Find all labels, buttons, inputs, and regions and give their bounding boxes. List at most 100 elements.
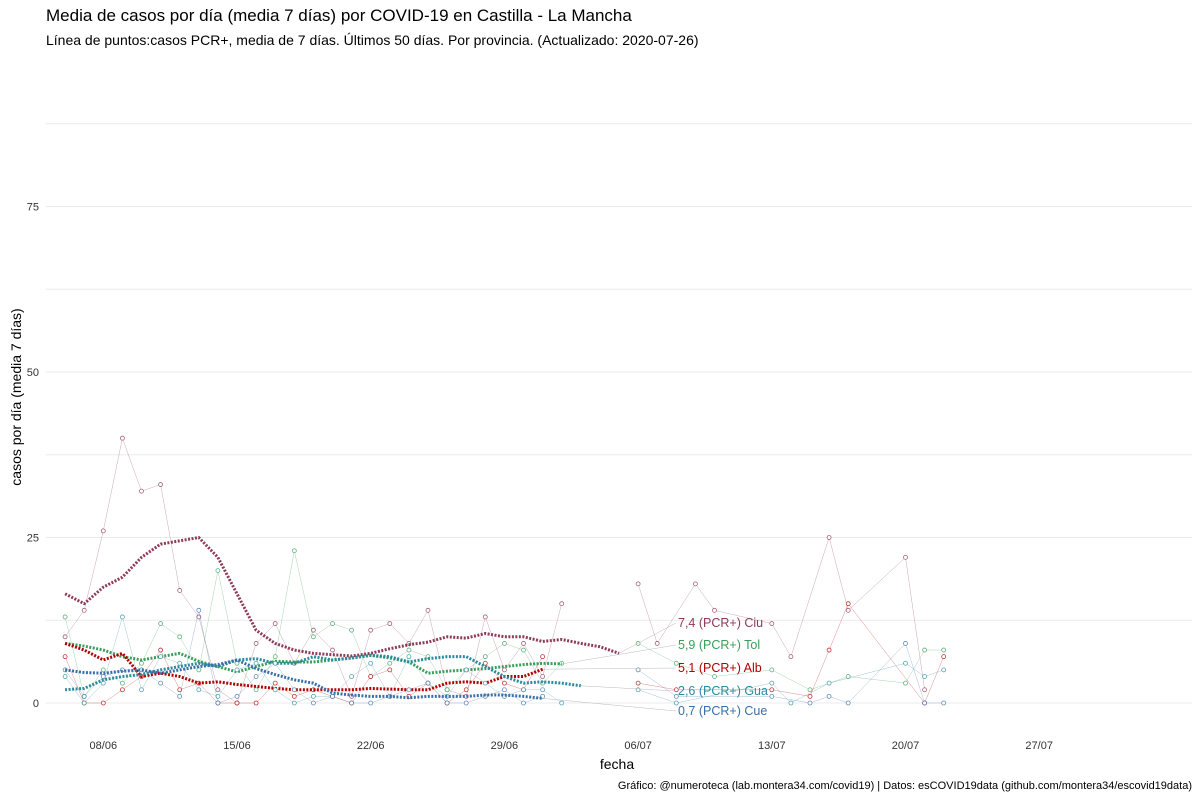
chart-title: Media de casos por día (media 7 días) po… (46, 6, 632, 25)
daily-point (177, 634, 183, 640)
daily-point (406, 687, 412, 693)
daily-point (368, 674, 374, 679)
daily-point (769, 680, 775, 686)
avg-line (64, 653, 582, 692)
daily-point (272, 687, 278, 693)
daily-point (81, 693, 87, 699)
daily-point (521, 641, 526, 646)
daily-point (158, 621, 164, 626)
daily-point (482, 614, 488, 620)
daily-point (540, 674, 545, 679)
end-labels: 7,4 (PCR+) Ciu 5,9 (PCR+) Tol 5,1 (PCR+) A… (542, 616, 768, 718)
daily-point (272, 621, 278, 626)
daily-point (368, 660, 374, 666)
x-axis-title: fecha (600, 756, 634, 772)
daily-point (310, 634, 316, 640)
daily-point (482, 660, 488, 666)
daily-point (253, 687, 259, 693)
daily-point (501, 641, 507, 646)
daily-point (196, 667, 202, 673)
y-tick-label: 75 (27, 202, 39, 214)
daily-point (521, 700, 526, 706)
daily-point (253, 641, 259, 646)
daily-point (501, 687, 507, 693)
daily-point (272, 680, 278, 686)
daily-point (463, 667, 469, 673)
daily-point (654, 641, 660, 646)
daily-point (62, 654, 68, 660)
daily-point (673, 660, 679, 666)
daily-point (177, 693, 183, 699)
daily-cases-line-late (638, 663, 944, 704)
daily-point (769, 667, 775, 673)
daily-point (196, 607, 202, 613)
daily-point (291, 687, 297, 693)
daily-point (62, 634, 68, 640)
daily-point (291, 548, 297, 554)
daily-point (693, 581, 698, 587)
daily-point (941, 647, 947, 653)
daily-point (807, 700, 813, 706)
daily-point (826, 535, 832, 540)
daily-point (368, 627, 374, 633)
daily-point (635, 687, 641, 693)
daily-cases-line-late (637, 536, 925, 690)
daily-point (330, 647, 335, 653)
x-tick-label: 29/06 (491, 740, 519, 752)
avg-line (64, 642, 544, 692)
daily-point (158, 680, 164, 686)
daily-point (120, 680, 125, 686)
daily-point (139, 660, 144, 666)
x-tick-label: 06/07 (624, 740, 652, 752)
end-label-alb: 5,1 (PCR+) Alb (678, 661, 762, 675)
series-tol (62, 548, 947, 699)
daily-point (234, 667, 240, 673)
daily-point (349, 700, 355, 706)
daily-point (158, 647, 164, 653)
daily-point (81, 607, 87, 613)
daily-point (330, 621, 335, 626)
x-tick-label: 13/07 (758, 740, 786, 752)
daily-point (120, 435, 125, 441)
daily-point (310, 627, 316, 633)
daily-point (845, 607, 851, 613)
daily-point (177, 687, 183, 693)
daily-point (234, 693, 240, 699)
daily-point (845, 601, 851, 607)
daily-point (788, 654, 794, 660)
daily-point (158, 654, 164, 660)
daily-point (540, 687, 545, 693)
daily-point (903, 660, 908, 666)
end-label-tol: 5,9 (PCR+) Tol (678, 638, 760, 652)
daily-point (425, 607, 431, 613)
daily-point (807, 687, 813, 693)
daily-point (253, 660, 259, 666)
daily-point (941, 667, 947, 673)
daily-point (291, 700, 297, 706)
daily-point (769, 687, 775, 693)
daily-point (253, 700, 259, 706)
daily-point (501, 680, 507, 686)
daily-point (406, 647, 412, 653)
daily-point (922, 647, 927, 653)
x-tick-label: 20/07 (892, 740, 920, 752)
daily-point (272, 654, 278, 660)
chart-caption: Gráfico: @numeroteca (lab.montera34.com/… (618, 780, 1192, 792)
daily-point (139, 488, 144, 494)
daily-point (406, 654, 412, 660)
daily-point (444, 687, 450, 693)
daily-point (349, 674, 355, 679)
daily-point (482, 680, 488, 686)
daily-point (234, 700, 240, 706)
daily-point (196, 687, 202, 693)
daily-point (330, 693, 335, 699)
daily-point (769, 621, 775, 626)
daily-point (712, 674, 717, 679)
daily-point (100, 528, 106, 534)
daily-point (941, 654, 947, 660)
daily-point (120, 614, 125, 620)
daily-point (62, 674, 68, 679)
series-cue (62, 607, 947, 706)
daily-point (139, 687, 144, 693)
daily-point (62, 614, 68, 620)
